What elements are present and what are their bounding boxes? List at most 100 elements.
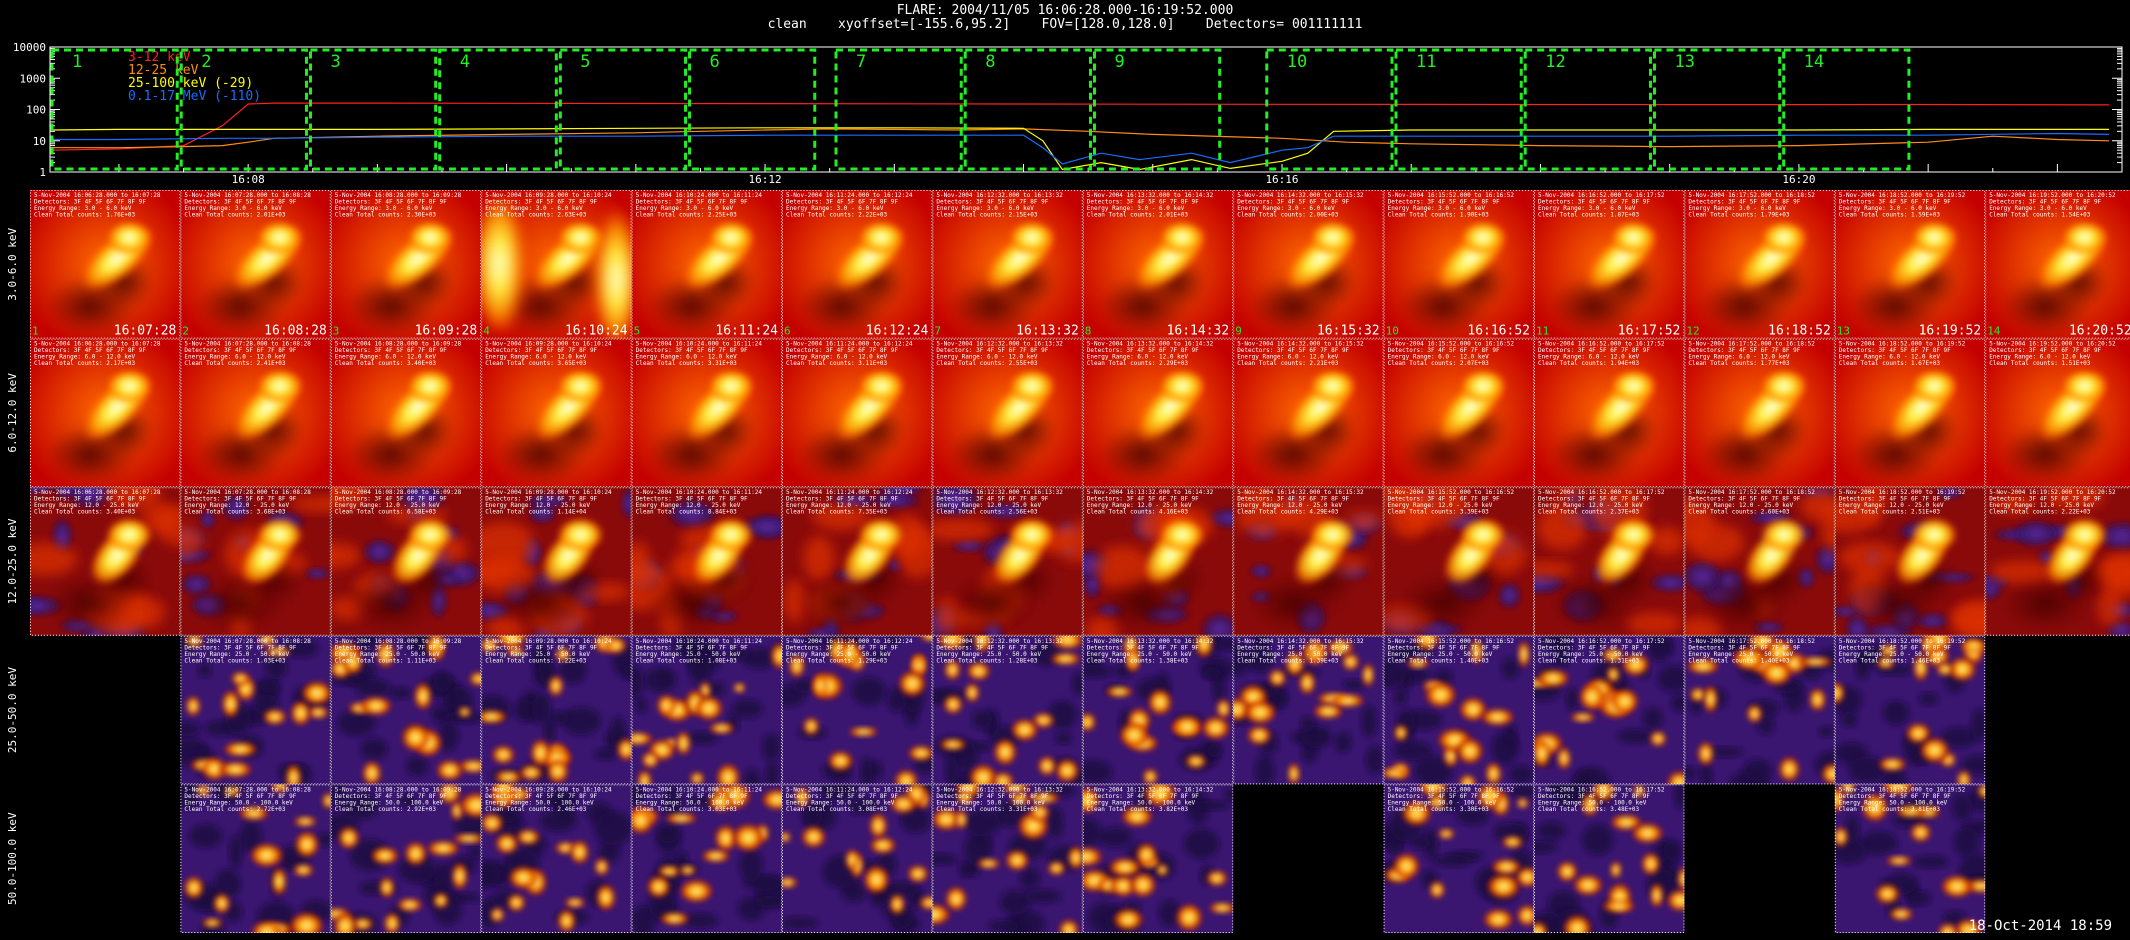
interval-box <box>558 48 688 171</box>
noise-blob <box>344 791 380 820</box>
image-header-text: Detectors: 3F 4F 5F 6F 7F 8F 9F <box>1538 644 1650 651</box>
image-header-text: 5-Nov-2004 16:11:24.000 to 16:12:24 <box>786 489 913 496</box>
image-header-text: 5-Nov-2004 16:09:28.000 to 16:10:24 <box>485 638 612 645</box>
noise-blob <box>1756 714 1775 735</box>
noise-blob <box>183 875 205 900</box>
noise-blob <box>342 649 364 675</box>
noise-blob <box>1743 759 1772 782</box>
image-cell: 5-Nov-2004 16:16:52.000 to 16:17:52Detec… <box>1534 635 1685 785</box>
interval-label: 11 <box>1416 52 1436 72</box>
noise-blob <box>1394 688 1408 706</box>
image-header-text: 5-Nov-2004 16:13:32.000 to 16:14:32 <box>1087 341 1214 348</box>
image-header-text: 5-Nov-2004 16:19:52.000 to 16:20:52 <box>1989 489 2116 496</box>
image-header-text: Clean Total counts: 2.07E+03 <box>1388 360 1490 367</box>
noise-blob <box>435 759 464 781</box>
row-energy-label: 12.0-25.0 keV <box>6 518 19 604</box>
noise-blob <box>1535 668 1571 688</box>
noise-blob <box>1392 852 1421 880</box>
noise-blob <box>1686 658 1721 675</box>
image-header-text: Detectors: 3F 4F 5F 6F 7F 8F 9F <box>184 644 296 651</box>
noise-blob <box>1120 805 1154 828</box>
noise-blob <box>1666 770 1685 785</box>
image-header-text: 5-Nov-2004 16:10:24.000 to 16:11:24 <box>636 786 763 793</box>
noise-blob <box>782 876 799 889</box>
source-blob <box>1910 516 1959 553</box>
x-tick-label: 16:08 <box>232 173 265 186</box>
noise-blob <box>1732 647 1766 671</box>
noise-blob <box>30 487 57 495</box>
image-header-text: 5-Nov-2004 16:15:52.000 to 16:16:52 <box>1388 638 1515 645</box>
noise-blob <box>1918 692 1939 706</box>
noise-blob <box>258 635 277 647</box>
noise-blob <box>1834 826 1849 848</box>
image-header-text: Clean Total counts: 3.40E+03 <box>335 360 437 367</box>
noise-blob <box>964 809 1001 837</box>
noise-blob <box>860 757 873 785</box>
image-header-text: Energy Range: 3.0 - 6.0 keV <box>786 205 884 212</box>
noise-blob <box>1689 687 1707 703</box>
noise-blob <box>598 840 621 863</box>
noise-blob <box>1840 784 1856 796</box>
noise-blob <box>1556 746 1572 771</box>
noise-blob <box>1610 687 1640 715</box>
noise-blob <box>491 745 516 765</box>
noise-blob <box>1135 842 1158 868</box>
image-header-text: 5-Nov-2004 16:13:32.000 to 16:14:32 <box>1087 489 1214 496</box>
image-header-text: Clean Total counts: 3.48E+03 <box>1538 806 1640 813</box>
noise-blob <box>404 841 428 866</box>
noise-blob <box>1935 662 1955 677</box>
noise-blob <box>1125 648 1140 670</box>
image-cell: 5-Nov-2004 16:10:24.000 to 16:11:24Detec… <box>631 784 782 934</box>
image-header-text: 5-Nov-2004 16:17:52.000 to 16:18:52 <box>1688 341 1815 348</box>
noise-blob <box>1208 902 1234 914</box>
image-time-label: 16:18:52 <box>1768 324 1831 339</box>
noise-blob <box>732 682 746 694</box>
noise-blob <box>195 784 211 797</box>
noise-blob <box>944 886 968 912</box>
noise-blob <box>330 542 361 569</box>
noise-blob <box>481 860 501 888</box>
noise-blob <box>481 709 508 724</box>
image-header-text: Clean Total counts: 1.46E+03 <box>1839 657 1941 664</box>
noise-blob <box>1424 681 1457 709</box>
source-blob <box>255 219 304 256</box>
source-blob <box>1759 368 1808 404</box>
image-header-text: Energy Range: 50.0 - 100.0 keV <box>1839 799 1948 806</box>
source-blob <box>857 368 906 404</box>
image-header-text: Detectors: 3F 4F 5F 6F 7F 8F 9F <box>335 793 447 800</box>
source-blob <box>1158 219 1207 256</box>
image-header-text: Detectors: 3F 4F 5F 6F 7F 8F 9F <box>1688 644 1800 651</box>
image-cell: 5-Nov-2004 16:19:52.000 to 16:20:52Detec… <box>1985 487 2130 636</box>
image-header-text: Clean Total counts: 2.00E+03 <box>1237 212 1339 219</box>
image-index-label: 1 <box>32 325 39 338</box>
image-index-label: 10 <box>1386 325 1399 338</box>
image-header-text: 5-Nov-2004 16:08:28.000 to 16:09:28 <box>335 638 462 645</box>
image-header-text: Detectors: 3F 4F 5F 6F 7F 8F 9F <box>1538 496 1650 503</box>
noise-blob <box>664 812 698 824</box>
image-cell: 5-Nov-2004 16:19:52.000 to 16:20:52Detec… <box>1985 190 2130 339</box>
image-header-text: Energy Range: 50.0 - 100.0 keV <box>786 799 895 806</box>
image-header-text: Detectors: 3F 4F 5F 6F 7F 8F 9F <box>636 496 748 503</box>
image-header-text: 5-Nov-2004 16:12:32.000 to 16:13:32 <box>936 192 1063 199</box>
image-header-text: Detectors: 3F 4F 5F 6F 7F 8F 9F <box>936 644 1048 651</box>
noise-blob <box>1642 707 1663 730</box>
source-blob <box>706 368 755 404</box>
noise-blob <box>1158 899 1181 927</box>
image-header-text: Energy Range: 12.0 - 25.0 keV <box>1388 502 1493 509</box>
noise-blob <box>1031 712 1055 729</box>
noise-blob <box>1649 730 1667 747</box>
image-header-text: Energy Range: 12.0 - 25.0 keV <box>1989 502 2094 509</box>
image-header-text: Energy Range: 25.0 - 50.0 keV <box>485 651 590 658</box>
image-header-text: 5-Nov-2004 16:16:52.000 to 16:17:52 <box>1538 786 1665 793</box>
noise-blob <box>932 853 959 866</box>
noise-blob <box>1330 693 1366 708</box>
image-header-text: Energy Range: 25.0 - 50.0 keV <box>1538 651 1643 658</box>
noise-blob <box>1956 769 1972 785</box>
noise-blob <box>468 671 482 687</box>
image-cell: 5-Nov-2004 16:11:24.000 to 16:12:24Detec… <box>782 190 933 339</box>
image-cell: 5-Nov-2004 16:11:24.000 to 16:12:24Detec… <box>782 635 933 785</box>
noise-blob <box>1534 561 1574 579</box>
image-cell: 5-Nov-2004 16:08:28.000 to 16:09:28Detec… <box>330 487 482 636</box>
image-header-text: Clean Total counts: 2.30E+03 <box>335 212 437 219</box>
interval-box <box>1394 48 1523 171</box>
